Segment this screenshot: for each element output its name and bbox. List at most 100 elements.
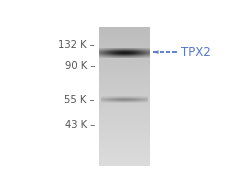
Bar	[136, 53, 137, 54]
Bar	[146, 100, 147, 101]
Bar	[131, 50, 132, 51]
Bar	[100, 50, 101, 51]
Bar	[137, 98, 138, 99]
Bar	[144, 56, 145, 57]
Bar	[111, 57, 112, 58]
Bar	[99, 148, 150, 149]
Bar	[149, 49, 150, 50]
Bar	[126, 97, 127, 98]
Bar	[139, 55, 140, 56]
Bar	[129, 50, 130, 51]
Bar	[102, 48, 103, 49]
Bar	[101, 101, 102, 102]
Bar	[99, 115, 150, 116]
Bar	[119, 100, 120, 101]
Bar	[106, 49, 107, 50]
Bar	[135, 98, 136, 99]
Bar	[149, 56, 150, 57]
Bar	[101, 57, 102, 58]
Bar	[126, 49, 127, 50]
Bar	[140, 49, 141, 50]
Bar	[107, 99, 108, 100]
Bar	[138, 98, 139, 99]
Bar	[123, 99, 124, 100]
Bar	[134, 52, 135, 53]
Bar	[146, 102, 147, 103]
Bar	[99, 131, 150, 133]
Bar	[99, 130, 150, 131]
Bar	[99, 45, 150, 46]
Bar	[146, 100, 147, 101]
Bar	[118, 99, 119, 100]
Bar	[137, 50, 138, 51]
Bar	[99, 109, 150, 111]
Bar	[135, 99, 136, 100]
Bar	[141, 50, 142, 51]
Bar	[114, 100, 115, 101]
Bar	[99, 56, 100, 57]
Bar	[140, 48, 141, 49]
Bar	[100, 50, 101, 51]
Bar	[119, 51, 120, 52]
Bar	[119, 50, 120, 51]
Bar	[126, 50, 127, 51]
Bar	[124, 100, 125, 101]
Bar	[149, 55, 150, 56]
Bar	[128, 54, 129, 55]
Bar	[136, 56, 137, 57]
Bar	[143, 97, 144, 98]
Bar	[114, 98, 115, 99]
Bar	[146, 51, 147, 52]
Bar	[108, 52, 109, 53]
Bar	[148, 54, 149, 55]
Bar	[137, 52, 138, 53]
Bar	[108, 52, 109, 53]
Bar	[99, 107, 150, 108]
Bar	[109, 55, 110, 56]
Bar	[139, 57, 140, 58]
Bar	[126, 99, 127, 100]
Bar	[125, 98, 126, 99]
Bar	[109, 53, 110, 54]
Bar	[131, 56, 132, 57]
Bar	[100, 55, 101, 56]
Bar	[99, 86, 150, 87]
Bar	[111, 53, 112, 54]
Bar	[120, 55, 121, 56]
Bar	[121, 100, 122, 101]
Bar	[105, 101, 106, 102]
Bar	[118, 101, 119, 102]
Bar	[125, 55, 126, 56]
Bar	[115, 56, 116, 57]
Bar	[135, 102, 136, 103]
Bar	[128, 97, 129, 98]
Bar	[109, 51, 110, 52]
Bar	[134, 53, 135, 54]
Bar	[133, 57, 134, 58]
Bar	[112, 55, 113, 56]
Bar	[143, 54, 144, 55]
Bar	[110, 100, 111, 101]
Bar	[135, 98, 136, 99]
Bar	[131, 55, 132, 56]
Bar	[101, 97, 102, 98]
Bar	[132, 97, 133, 98]
Bar	[105, 98, 106, 99]
Bar	[125, 56, 126, 57]
Bar	[99, 49, 150, 51]
Bar	[140, 53, 141, 54]
Bar	[133, 99, 134, 100]
Bar	[108, 99, 109, 100]
Bar	[122, 51, 123, 52]
Bar	[135, 51, 136, 52]
Bar	[99, 75, 150, 76]
Bar	[118, 55, 119, 56]
Bar	[132, 54, 133, 55]
Bar	[99, 72, 150, 73]
Bar	[119, 54, 120, 55]
Bar	[137, 97, 138, 98]
Bar	[110, 56, 111, 57]
Bar	[111, 97, 112, 98]
Bar	[113, 54, 114, 55]
Bar	[128, 56, 129, 57]
